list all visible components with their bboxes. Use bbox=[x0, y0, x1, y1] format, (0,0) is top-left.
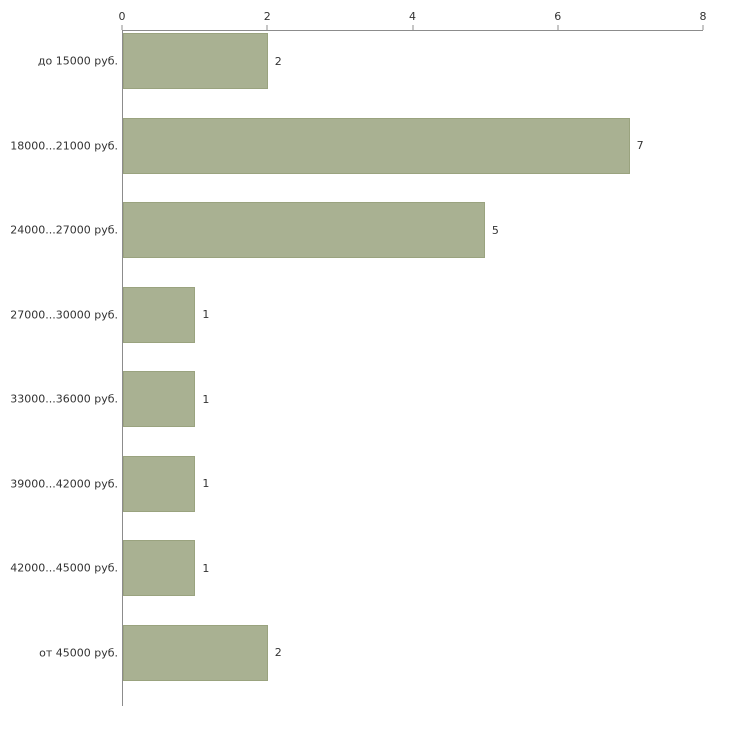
bar bbox=[123, 455, 196, 512]
bar bbox=[123, 540, 196, 596]
x-tick: 4 bbox=[409, 10, 416, 30]
bar bbox=[123, 624, 268, 681]
bar-track: 5 bbox=[123, 202, 702, 258]
x-tick-mark bbox=[412, 25, 413, 30]
value-label: 1 bbox=[202, 392, 210, 406]
category-label: до 15000 руб. bbox=[37, 54, 118, 68]
x-tick-mark bbox=[121, 25, 123, 30]
bar-track: 2 bbox=[123, 33, 702, 89]
bar-track: 2 bbox=[123, 624, 702, 681]
x-axis-ticks: 0 2 4 6 8 bbox=[119, 0, 707, 30]
x-tick-mark bbox=[266, 25, 268, 30]
x-tick-label: 4 bbox=[409, 10, 416, 23]
chart-row: 33000...36000 руб. 1 bbox=[0, 369, 703, 454]
bar bbox=[123, 117, 630, 174]
chart-row: до 15000 руб. 2 bbox=[0, 31, 703, 116]
x-tick: 0 bbox=[119, 10, 126, 30]
value-label: 5 bbox=[491, 223, 499, 237]
chart-row: 39000...42000 руб. 1 bbox=[0, 454, 703, 539]
x-tick-label: 6 bbox=[554, 10, 562, 23]
chart-row: 42000...45000 руб. 1 bbox=[0, 538, 703, 623]
x-tick-label: 2 bbox=[263, 10, 271, 23]
bar-track: 1 bbox=[123, 455, 702, 512]
chart-row: 24000...27000 руб. 5 bbox=[0, 200, 703, 285]
y-axis-line bbox=[122, 30, 123, 706]
category-label: 27000...30000 руб. bbox=[10, 308, 118, 321]
bar bbox=[123, 371, 196, 427]
category-label: 42000...45000 руб. bbox=[10, 561, 118, 575]
chart-rows: до 15000 руб. 2 18000...21000 руб. 7 24000..… bbox=[0, 31, 703, 707]
bar bbox=[123, 33, 268, 89]
category-label: 39000...42000 руб. bbox=[10, 477, 118, 490]
x-axis-line bbox=[122, 30, 703, 31]
bar-track: 1 bbox=[123, 371, 702, 427]
x-tick-mark bbox=[557, 25, 559, 30]
value-label: 1 bbox=[202, 561, 210, 575]
x-tick: 2 bbox=[264, 10, 271, 30]
value-label: 1 bbox=[202, 308, 210, 321]
x-tick: 6 bbox=[554, 10, 561, 30]
x-tick-label: 0 bbox=[118, 10, 126, 23]
bar-track: 7 bbox=[123, 117, 702, 174]
x-tick: 8 bbox=[700, 10, 707, 30]
category-label: от 45000 руб. bbox=[39, 646, 118, 659]
category-label: 33000...36000 руб. bbox=[10, 392, 118, 406]
bar bbox=[123, 286, 196, 343]
x-tick-label: 8 bbox=[699, 10, 707, 23]
bar-track: 1 bbox=[123, 286, 702, 343]
bar bbox=[123, 202, 485, 258]
x-tick-mark bbox=[702, 25, 704, 30]
chart-row: 27000...30000 руб. 1 bbox=[0, 285, 703, 370]
category-label: 18000...21000 руб. bbox=[10, 139, 118, 152]
chart-row: от 45000 руб. 2 bbox=[0, 623, 703, 708]
value-label: 2 bbox=[274, 646, 282, 659]
value-label: 7 bbox=[636, 139, 644, 152]
chart-row: 18000...21000 руб. 7 bbox=[0, 116, 703, 201]
bar-track: 1 bbox=[123, 540, 702, 596]
value-label: 1 bbox=[202, 477, 210, 490]
value-label: 2 bbox=[274, 54, 282, 68]
category-label: 24000...27000 руб. bbox=[10, 223, 118, 237]
